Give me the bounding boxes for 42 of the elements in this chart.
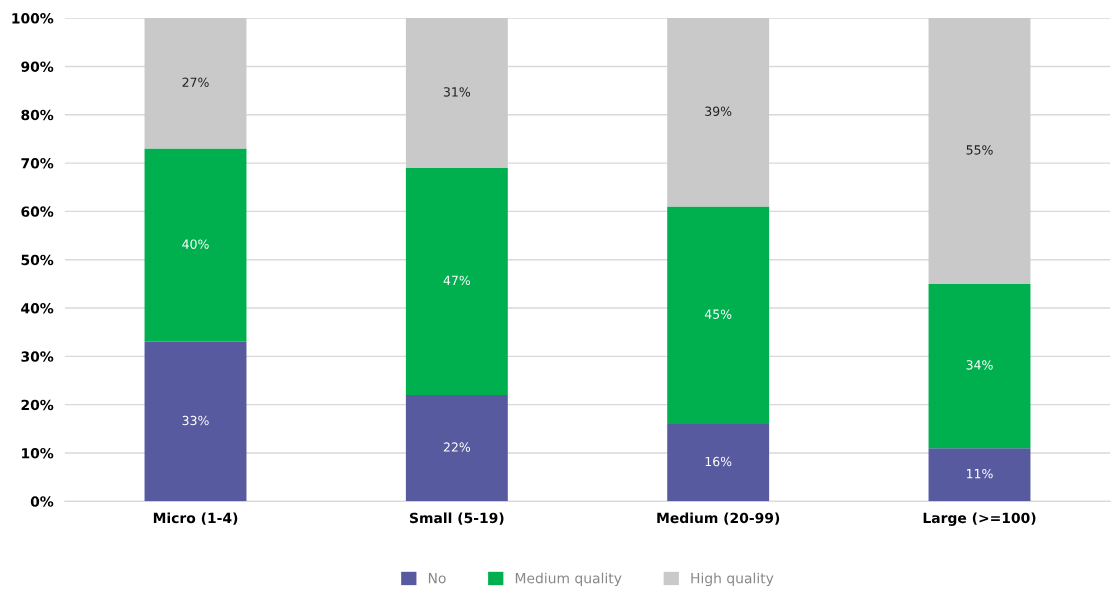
text: 55% [966, 145, 993, 155]
bar [144, 341, 247, 502]
y-tick-label: 80% [21, 109, 54, 121]
y-tick-label: 20% [21, 399, 54, 411]
y-tick-label: 10% [22, 447, 54, 459]
text: 39% [705, 106, 732, 116]
bar [144, 148, 247, 342]
text: 27% [182, 77, 209, 87]
legend-label: High quality [691, 572, 774, 587]
text: 47% [443, 275, 471, 286]
y-tick-label: 40% [21, 303, 54, 314]
legend-label: Medium quality [515, 572, 622, 587]
text: 45% [704, 309, 732, 319]
y-tick-label: 90% [21, 61, 54, 72]
x-tick-label: Small (5-19) [410, 512, 504, 525]
text: 34% [966, 360, 993, 370]
text: 33% [182, 415, 209, 426]
bar [405, 167, 508, 396]
y-tick-label: 70% [21, 158, 54, 169]
bar [405, 395, 508, 502]
y-tick-label: 30% [21, 351, 54, 362]
x-tick-label: Large (>=100) [923, 512, 1036, 526]
bar [928, 18, 1031, 284]
text: 22% [443, 442, 471, 452]
text: 16% [705, 456, 732, 467]
y-tick-label: 60% [21, 206, 54, 217]
bar [928, 283, 1031, 449]
bar [144, 18, 247, 149]
text: 11% [966, 468, 993, 479]
legend-label: No [428, 573, 446, 584]
x-tick-label: Medium (20-99) [657, 512, 780, 525]
bar [667, 206, 770, 425]
x-tick-label: Micro (1-4) [153, 512, 238, 525]
bar [667, 424, 770, 502]
bar [405, 18, 508, 168]
text: 40% [182, 239, 209, 249]
y-tick-label: 0% [30, 496, 54, 507]
y-tick-label: 100% [12, 13, 54, 24]
bar [667, 18, 770, 207]
text: 31% [443, 87, 471, 97]
y-tick-label: 50% [21, 254, 54, 266]
bar [928, 448, 1031, 502]
